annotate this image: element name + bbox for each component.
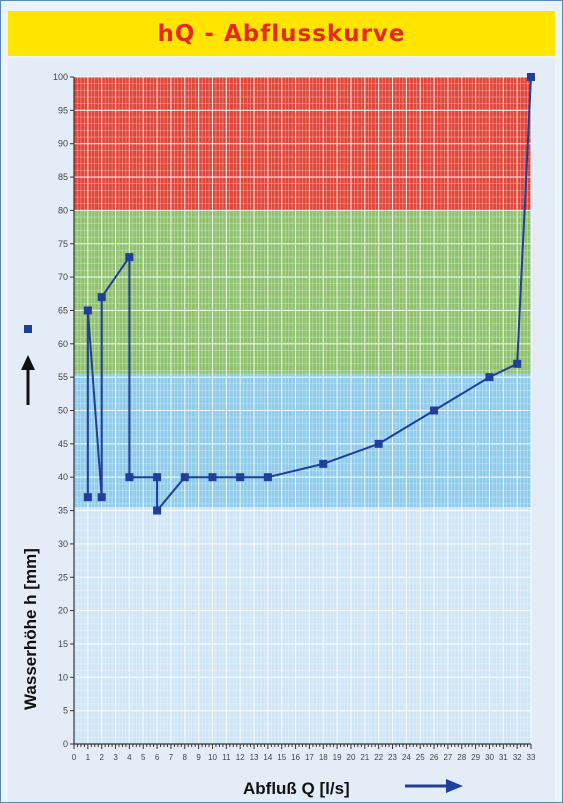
data-point bbox=[527, 73, 535, 81]
y-tick-label: 100 bbox=[53, 72, 68, 82]
chart-title: hQ - Abflusskurve bbox=[157, 20, 406, 47]
y-tick-label: 65 bbox=[58, 305, 68, 315]
data-point bbox=[83, 306, 92, 315]
x-tick-label: 18 bbox=[319, 753, 328, 762]
data-point bbox=[263, 473, 272, 482]
x-tick-label: 29 bbox=[471, 753, 480, 762]
x-tick-label: 13 bbox=[250, 753, 259, 762]
x-tick-label: 9 bbox=[196, 753, 201, 762]
data-point bbox=[153, 506, 162, 515]
data-point bbox=[208, 473, 217, 482]
y-tick-label: 85 bbox=[58, 172, 68, 182]
y-tick-label: 40 bbox=[58, 472, 68, 482]
x-tick-label: 11 bbox=[222, 753, 231, 762]
x-tick-label: 10 bbox=[208, 753, 217, 762]
x-tick-label: 22 bbox=[374, 753, 383, 762]
y-tick-label: 80 bbox=[58, 205, 68, 215]
data-point bbox=[236, 473, 245, 482]
data-point bbox=[374, 439, 383, 448]
x-tick-label: 28 bbox=[457, 753, 466, 762]
y-tick-label: 25 bbox=[58, 572, 68, 582]
y-tick-label: 0 bbox=[63, 739, 68, 749]
data-series bbox=[83, 73, 535, 515]
x-tick-label: 24 bbox=[402, 753, 411, 762]
x-tick-label: 12 bbox=[236, 753, 245, 762]
y-tick-label: 90 bbox=[58, 139, 68, 149]
x-tick-label: 8 bbox=[183, 753, 188, 762]
y-tick-label: 50 bbox=[58, 406, 68, 416]
y-tick-label: 70 bbox=[58, 272, 68, 282]
y-axis-label: Wasserhöhe h [mm] bbox=[21, 548, 40, 710]
abfluss-chart: 0510152025303540455055606570758085909510… bbox=[21, 72, 536, 798]
data-point bbox=[430, 406, 439, 415]
tick-labels: 0510152025303540455055606570758085909510… bbox=[53, 72, 536, 762]
data-point bbox=[319, 459, 328, 468]
y-tick-label: 20 bbox=[58, 606, 68, 616]
x-tick-label: 2 bbox=[99, 753, 104, 762]
data-point bbox=[153, 473, 162, 482]
x-tick-label: 15 bbox=[277, 753, 286, 762]
x-tick-label: 3 bbox=[113, 753, 118, 762]
y-tick-label: 5 bbox=[63, 706, 68, 716]
x-tick-label: 20 bbox=[347, 753, 356, 762]
data-point bbox=[180, 473, 189, 482]
x-axis-label: Abfluß Q [l/s] bbox=[243, 779, 350, 798]
data-point bbox=[97, 493, 106, 502]
x-tick-label: 5 bbox=[141, 753, 146, 762]
x-tick-label: 19 bbox=[333, 753, 342, 762]
y-tick-label: 75 bbox=[58, 239, 68, 249]
x-tick-label: 21 bbox=[360, 753, 369, 762]
x-tick-label: 17 bbox=[305, 753, 314, 762]
y-tick-label: 60 bbox=[58, 339, 68, 349]
data-point bbox=[485, 373, 494, 382]
x-tick-label: 31 bbox=[499, 753, 508, 762]
x-tick-label: 1 bbox=[86, 753, 91, 762]
y-tick-label: 30 bbox=[58, 539, 68, 549]
y-tick-label: 45 bbox=[58, 439, 68, 449]
y-tick-label: 95 bbox=[58, 105, 68, 115]
y-tick-label: 15 bbox=[58, 639, 68, 649]
x-tick-label: 6 bbox=[155, 753, 160, 762]
x-tick-label: 30 bbox=[485, 753, 494, 762]
data-point bbox=[97, 293, 106, 302]
data-point bbox=[83, 493, 92, 502]
data-point bbox=[513, 359, 522, 368]
y-tick-label: 10 bbox=[58, 672, 68, 682]
x-tick-label: 32 bbox=[513, 753, 522, 762]
x-tick-label: 27 bbox=[443, 753, 452, 762]
x-tick-label: 23 bbox=[388, 753, 397, 762]
y-legend-marker bbox=[24, 325, 32, 333]
x-arrow-icon bbox=[405, 779, 463, 793]
x-tick-label: 4 bbox=[127, 753, 132, 762]
y-arrow-icon bbox=[21, 355, 35, 405]
x-tick-label: 26 bbox=[430, 753, 439, 762]
x-tick-label: 14 bbox=[263, 753, 272, 762]
y-tick-label: 55 bbox=[58, 372, 68, 382]
data-point bbox=[125, 473, 134, 482]
y-tick-label: 35 bbox=[58, 506, 68, 516]
x-tick-label: 0 bbox=[72, 753, 77, 762]
title-bar: hQ - Abflusskurve bbox=[8, 11, 555, 56]
data-point bbox=[125, 253, 134, 262]
x-tick-label: 33 bbox=[527, 753, 536, 762]
x-tick-label: 25 bbox=[416, 753, 425, 762]
x-tick-label: 16 bbox=[291, 753, 300, 762]
plot-panel: 0 5 10 15 20 25 30 35 40 45 50 55 60 65 70 75 80 85 90 95 10… bbox=[8, 58, 555, 802]
series-line bbox=[86, 76, 532, 512]
x-tick-label: 7 bbox=[169, 753, 174, 762]
grid-lines bbox=[73, 76, 532, 745]
